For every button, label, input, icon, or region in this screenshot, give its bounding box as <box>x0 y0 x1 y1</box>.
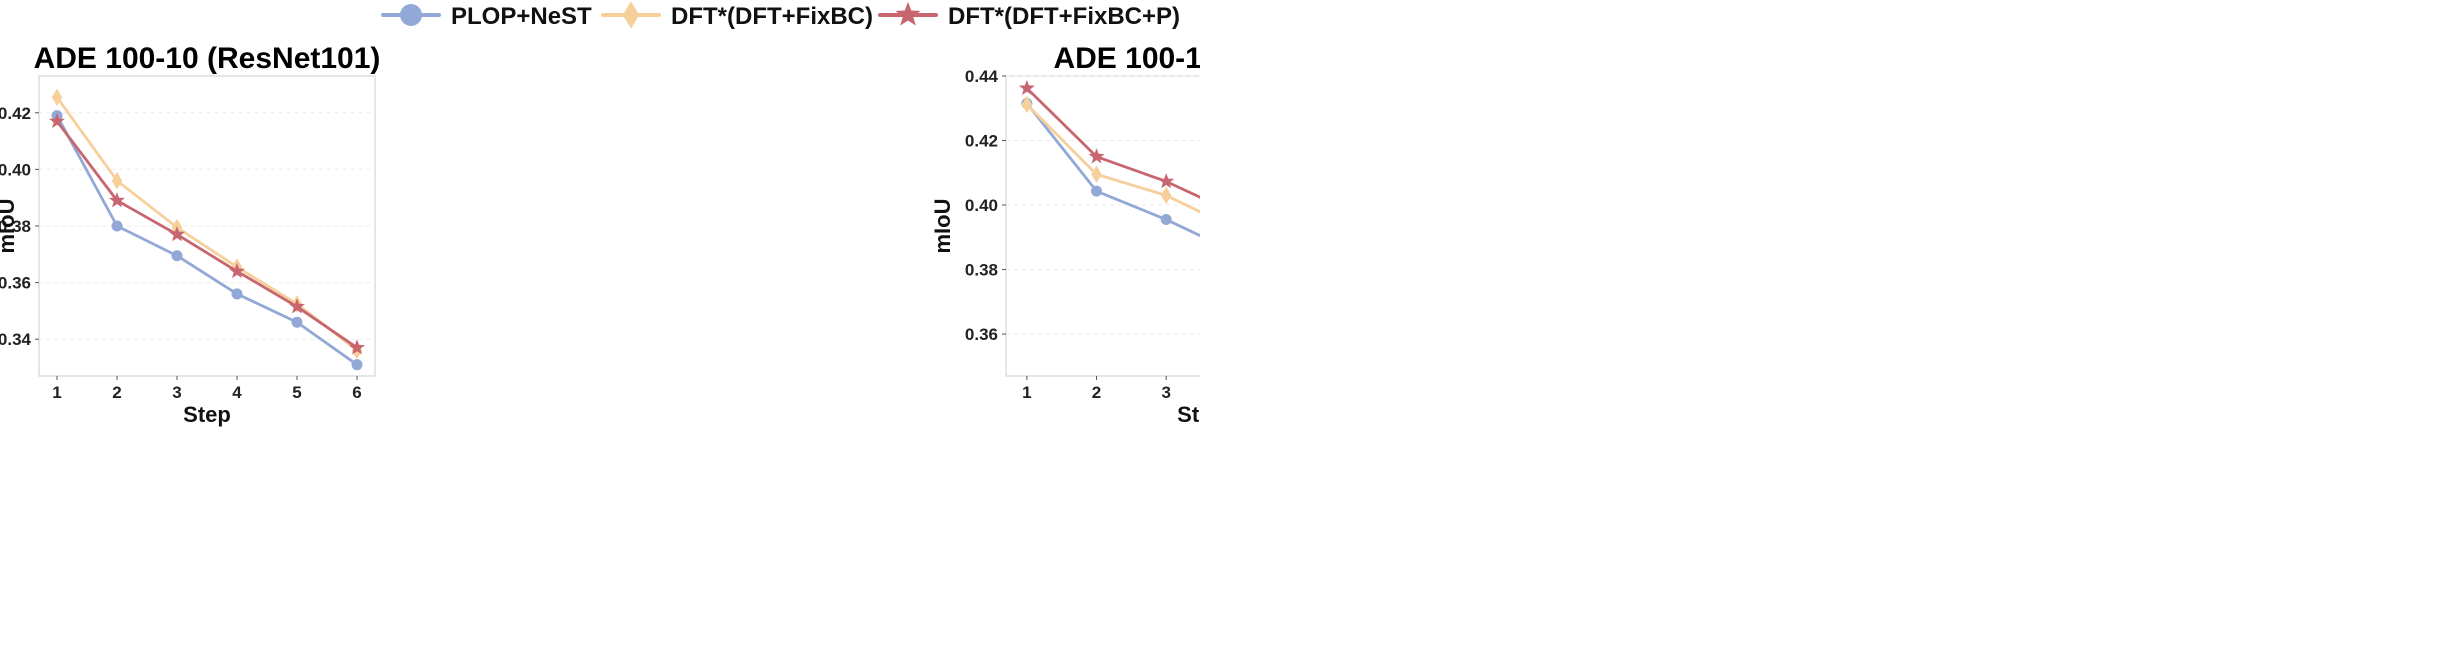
chart-ade-100-10-resnet101: ADE 100-10 (ResNet101) 0.34 0.36 0.38 0.40 0.… <box>0 42 381 427</box>
y-tick-label: 0.40 <box>0 160 31 179</box>
series-line-plop-nest <box>55 114 358 366</box>
x-tick-label: 4 <box>232 383 242 402</box>
data-point <box>1158 173 1175 189</box>
x-tick-label: 1 <box>1022 383 1031 402</box>
series-dft-dft-fixbc <box>1021 95 1200 214</box>
plot-area <box>1005 75 1200 377</box>
x-tick-label: 2 <box>1092 383 1101 402</box>
data-point <box>1018 79 1035 96</box>
data-point <box>1160 186 1172 205</box>
legend: PLOP+NeST DFT*(DFT+FixBC) DFT*(DFT+FixBC+P… <box>381 1 1180 30</box>
data-point <box>289 298 305 314</box>
x-tick-label: 6 <box>352 383 361 402</box>
chart-ade-100-5-swin-b: ADE 100-5 (Swin-B)0.340.360.380.400.4212… <box>1850 36 2464 646</box>
series-line-plop-nest <box>1025 102 1200 238</box>
legend-marker-dft-dft-fixbc <box>622 1 640 29</box>
series-line-dft-dft-fixbc <box>1025 103 1200 214</box>
y-tick-label: 0.42 <box>965 132 998 151</box>
y-tick-label: 0.44 <box>965 67 999 86</box>
series-dft-dft-fixbc-p <box>1018 79 1200 199</box>
data-point <box>171 250 183 262</box>
data-point <box>1021 95 1033 114</box>
data-point <box>231 288 243 300</box>
series-line-dft-dft-fixbc-p <box>1025 87 1200 199</box>
series-dft-dft-fixbc-p <box>49 112 365 355</box>
legend-marker-dft-dft-fixbc-p <box>895 1 921 26</box>
y-tick-label: 0.38 <box>965 261 998 280</box>
legend-entry-dft-dft-fixbc: DFT*(DFT+FixBC) <box>601 1 873 30</box>
x-tick-label: 3 <box>172 383 181 402</box>
y-tick-label: 0.36 <box>965 325 998 344</box>
x-tick-label: 3 <box>1161 383 1170 402</box>
y-tick-label: 0.38 <box>0 217 31 236</box>
x-tick-label: 1 <box>52 383 61 402</box>
data-point <box>111 220 123 232</box>
data-point <box>229 262 245 279</box>
data-point <box>109 192 125 208</box>
y-tick-label: 0.34 <box>0 330 32 349</box>
data-point <box>169 226 185 242</box>
data-point <box>111 171 123 190</box>
legend-marker-plop-nest <box>400 4 422 26</box>
y-axis-label: mIoU <box>930 199 955 254</box>
y-tick-label: 0.42 <box>0 104 31 123</box>
chart-ade-100-10-swin-b: ADE 100-10 (Swin-B) 0.36 0.38 0.40 0.42 0.44 1… <box>930 42 1200 427</box>
data-point <box>1160 214 1172 226</box>
chart-title: ADE 100-10 (ResNet101) <box>34 42 381 75</box>
legend-label-dft-dft-fixbc: DFT*(DFT+FixBC) <box>671 3 873 30</box>
data-point <box>1091 165 1102 184</box>
data-point <box>351 359 363 371</box>
data-point <box>349 339 365 355</box>
y-tick-label: 0.40 <box>965 196 998 215</box>
x-tick-label: 2 <box>112 383 121 402</box>
x-axis-label: Step <box>183 402 231 427</box>
data-point <box>291 316 303 328</box>
data-point <box>49 112 65 129</box>
legend-label-plop-nest: PLOP+NeST <box>451 3 592 30</box>
legend-entry-plop-nest: PLOP+NeST <box>381 3 592 30</box>
chart-title: ADE 100-10 (Swin-B) <box>1053 42 1200 75</box>
data-point <box>51 88 63 106</box>
x-axis-label: Step <box>1177 402 1200 427</box>
y-tick-label: 0.36 <box>0 274 31 293</box>
series-line-dft-dft-fixbc <box>55 96 358 352</box>
data-point <box>1091 185 1103 197</box>
data-point <box>1088 148 1105 164</box>
legend-entry-dft-dft-fixbc-p: DFT*(DFT+FixBC+P) <box>878 1 1180 30</box>
chart-ade-100-5-resnet101: ADE 100-5 (ResNet101)0.300.320.340.360.3… <box>1220 36 1840 646</box>
series-line-dft-dft-fixbc-p <box>55 120 358 349</box>
y-axis-label: mIoU <box>0 199 19 254</box>
legend-label-dft-dft-fixbc-p: DFT*(DFT+FixBC+P) <box>948 3 1180 30</box>
x-tick-label: 5 <box>292 383 301 402</box>
